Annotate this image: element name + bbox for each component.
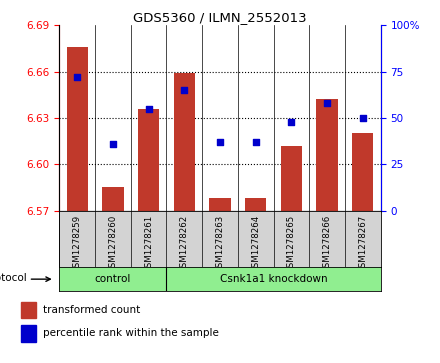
Text: GSM1278267: GSM1278267 bbox=[358, 215, 367, 273]
Bar bbox=[316, 99, 338, 211]
Point bbox=[216, 139, 224, 145]
Bar bbox=[22, 302, 36, 318]
Text: GSM1278265: GSM1278265 bbox=[287, 215, 296, 273]
Text: GSM1278263: GSM1278263 bbox=[216, 215, 224, 273]
Bar bbox=[281, 146, 302, 211]
Point bbox=[110, 141, 117, 147]
Bar bbox=[245, 198, 266, 211]
Text: GSM1278259: GSM1278259 bbox=[73, 215, 82, 273]
Text: GSM1278266: GSM1278266 bbox=[323, 215, 332, 273]
Text: Csnk1a1 knockdown: Csnk1a1 knockdown bbox=[220, 274, 327, 284]
Text: percentile rank within the sample: percentile rank within the sample bbox=[43, 328, 219, 338]
Title: GDS5360 / ILMN_2552013: GDS5360 / ILMN_2552013 bbox=[133, 11, 307, 24]
Bar bbox=[174, 73, 195, 211]
Text: GSM1278264: GSM1278264 bbox=[251, 215, 260, 273]
Point bbox=[359, 115, 366, 121]
Text: transformed count: transformed count bbox=[43, 305, 140, 315]
Bar bbox=[138, 109, 159, 211]
Text: GSM1278261: GSM1278261 bbox=[144, 215, 153, 273]
Bar bbox=[352, 134, 374, 211]
Point bbox=[145, 106, 152, 112]
Bar bbox=[22, 325, 36, 342]
Text: protocol: protocol bbox=[0, 273, 27, 283]
Text: control: control bbox=[95, 274, 131, 284]
Point bbox=[323, 100, 330, 106]
Point bbox=[252, 139, 259, 145]
Point bbox=[288, 119, 295, 125]
Text: GSM1278260: GSM1278260 bbox=[108, 215, 117, 273]
Point bbox=[181, 87, 188, 93]
Bar bbox=[102, 187, 124, 211]
Text: GSM1278262: GSM1278262 bbox=[180, 215, 189, 273]
Point bbox=[74, 74, 81, 80]
Bar bbox=[66, 47, 88, 211]
Bar bbox=[209, 198, 231, 211]
